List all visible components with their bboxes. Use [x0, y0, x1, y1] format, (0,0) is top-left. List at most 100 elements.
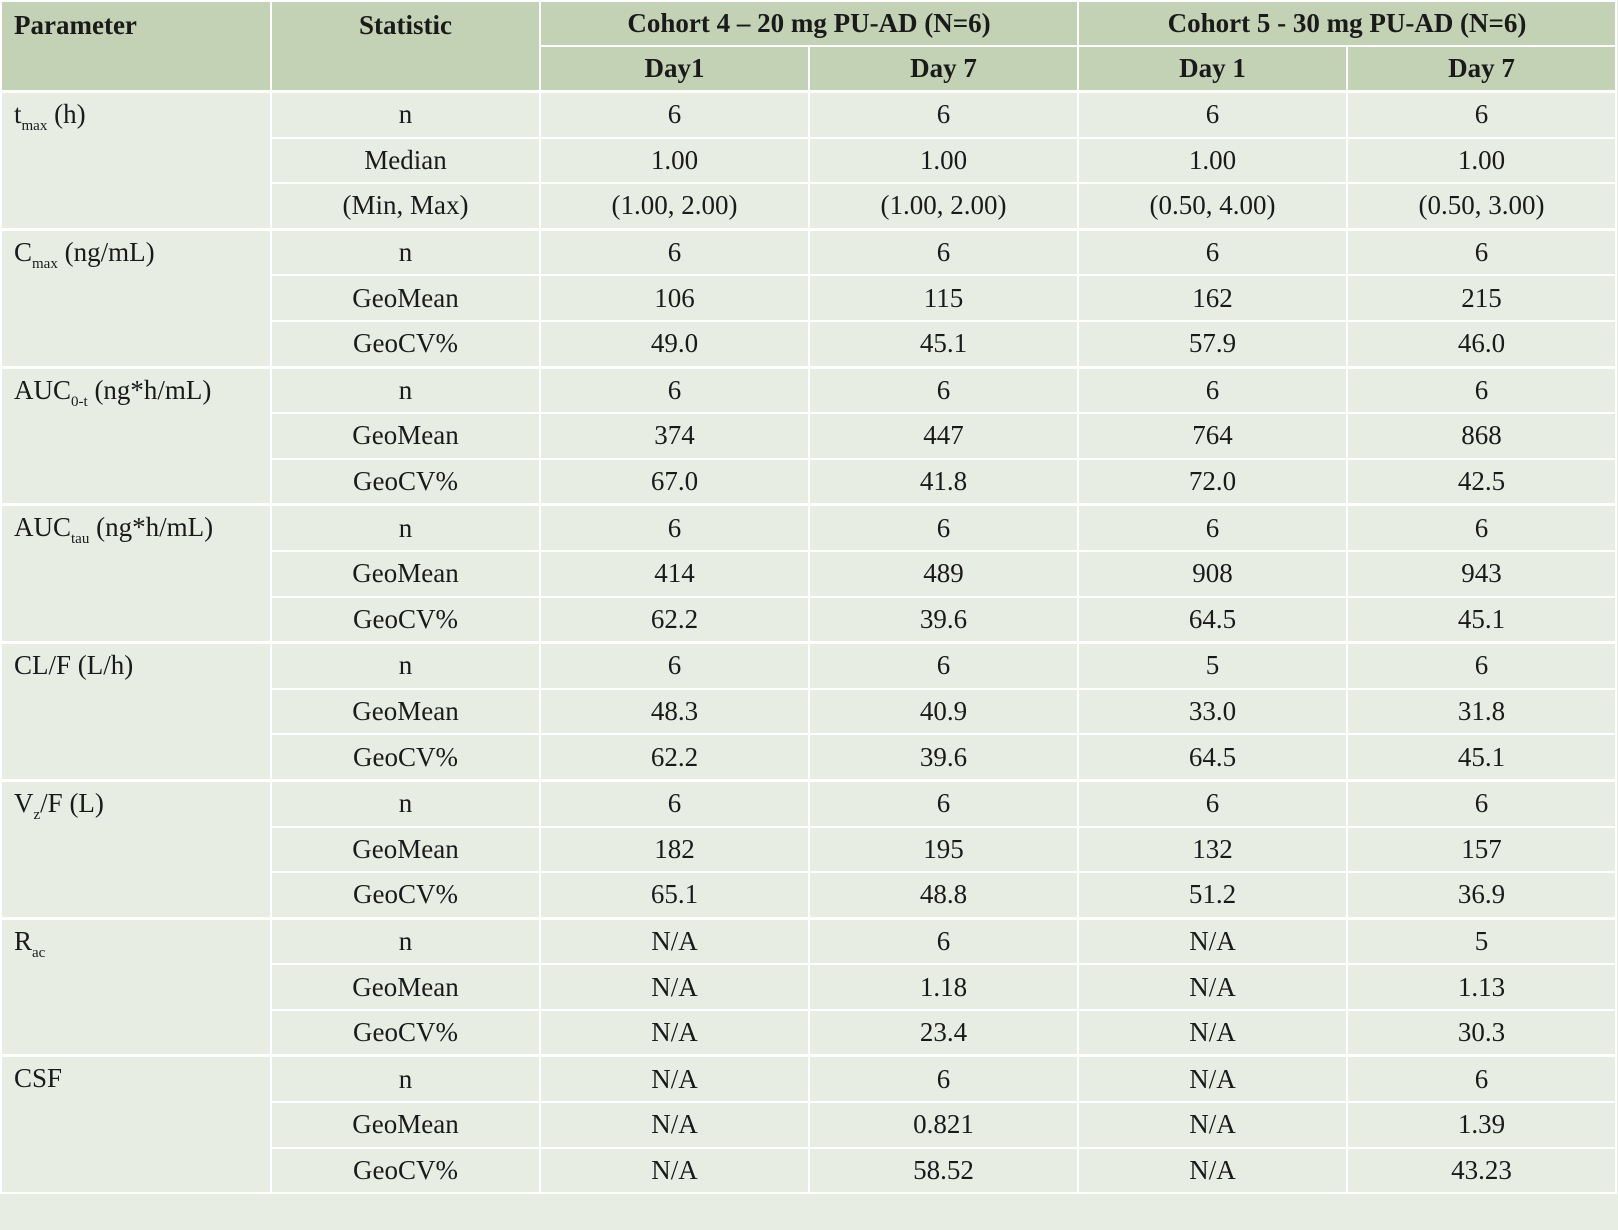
statistic-cell: GeoMean — [270, 687, 541, 736]
value-cell: N/A — [1077, 1008, 1349, 1057]
header-statistic: Statistic — [270, 0, 541, 93]
value-cell: 58.52 — [807, 1146, 1080, 1195]
statistic-cell: n — [270, 778, 541, 828]
value-cell: 6 — [807, 503, 1080, 552]
value-cell: N/A — [539, 1008, 810, 1057]
value-cell: 162 — [1077, 274, 1349, 322]
value-cell: N/A — [1077, 1101, 1349, 1149]
value-cell: 42.5 — [1346, 457, 1618, 506]
value-cell: 43.23 — [1346, 1146, 1618, 1195]
table-row: GeoMean 374 447 764 868 — [1, 412, 1618, 460]
table-row: Vz/F (L) n 6 6 6 6 — [0, 778, 1618, 920]
value-cell: 6 — [1077, 227, 1349, 277]
table-row: CSF n N/A 6 N/A 6 — [0, 1054, 1618, 1195]
pk-parameters-table: Parameter Statistic Cohort 4 – 20 mg PU-… — [0, 0, 1618, 1195]
value-cell: 41.8 — [807, 457, 1080, 506]
value-cell: N/A — [1077, 1146, 1349, 1195]
value-cell: 215 — [1346, 274, 1618, 322]
value-cell: (0.50, 4.00) — [1077, 182, 1349, 231]
value-cell: 908 — [1077, 549, 1349, 598]
value-cell: 72.0 — [1077, 457, 1349, 506]
value-cell: N/A — [1077, 1054, 1349, 1104]
value-cell: N/A — [1077, 916, 1349, 966]
value-cell: 115 — [807, 274, 1080, 322]
parameter-cell: Vz/F (L) — [0, 778, 272, 920]
value-cell: 30.3 — [1346, 1008, 1618, 1057]
parameter-unit: (h) — [47, 99, 86, 129]
value-cell: (1.00, 2.00) — [807, 182, 1080, 231]
statistic-cell: GeoMean — [270, 1101, 541, 1149]
value-cell: 6 — [1346, 365, 1618, 415]
parameter-cell: CSF — [0, 1054, 272, 1195]
value-cell: 57.9 — [1077, 319, 1349, 369]
value-cell: 6 — [539, 503, 810, 552]
header-cohort5: Cohort 5 - 30 mg PU-AD (N=6) — [1077, 0, 1618, 47]
statistic-cell: GeoMean — [270, 963, 541, 1011]
parameter-cell: AUCtau (ng*h/mL) — [0, 503, 272, 644]
table-row: Cmax (ng/mL) n 6 6 6 6 — [0, 227, 1618, 369]
parameter-name: AUC — [14, 374, 72, 405]
statistic-cell: GeoMean — [270, 825, 541, 874]
value-cell: 6 — [1077, 365, 1349, 415]
value-cell: 49.0 — [539, 319, 810, 369]
value-cell: 447 — [807, 412, 1080, 460]
value-cell: 0.821 — [807, 1101, 1080, 1149]
parameter-name: CSF — [14, 1063, 63, 1094]
parameter-name: t — [14, 99, 22, 129]
value-cell: 48.8 — [807, 871, 1080, 920]
value-cell: 62.2 — [539, 733, 810, 782]
value-cell: 6 — [807, 1054, 1080, 1104]
statistic-cell: (Min, Max) — [270, 182, 541, 231]
parameter-cell: AUC0-t (ng*h/mL) — [0, 365, 272, 506]
value-cell: 39.6 — [807, 595, 1080, 644]
table-row: GeoCV% 62.2 39.6 64.5 45.1 — [1, 595, 1618, 644]
parameter-subscript: tau — [71, 531, 90, 548]
parameter-unit: (ng*h/mL) — [87, 374, 212, 405]
parameter-subscript: max — [32, 255, 58, 272]
statistic-cell: GeoMean — [270, 274, 541, 322]
value-cell: 40.9 — [807, 687, 1080, 736]
value-cell: 1.00 — [807, 136, 1080, 185]
value-cell: 67.0 — [539, 457, 810, 506]
parameter-subscript: 0-t — [71, 393, 88, 410]
table-row: Median 1.00 1.00 1.00 1.00 — [1, 136, 1618, 185]
statistic-cell: Median — [270, 136, 541, 185]
value-cell: 1.00 — [1077, 136, 1349, 185]
value-cell: 36.9 — [1346, 871, 1618, 920]
parameter-subscript: ac — [32, 944, 46, 961]
value-cell: 45.1 — [807, 319, 1080, 369]
statistic-cell: n — [270, 641, 541, 690]
header-cohort4-day1: Day1 — [539, 45, 810, 93]
value-cell: 6 — [1346, 641, 1618, 690]
parameter-unit: (ng*h/mL) — [89, 512, 214, 543]
parameter-name: R — [14, 925, 33, 956]
value-cell: 414 — [539, 549, 810, 598]
value-cell: 6 — [807, 916, 1080, 966]
parameter-name: V — [14, 787, 34, 818]
statistic-cell: GeoCV% — [270, 595, 541, 644]
statistic-cell: GeoCV% — [270, 457, 541, 506]
statistic-cell: n — [270, 1054, 541, 1104]
value-cell: 6 — [1346, 503, 1618, 552]
value-cell: 45.1 — [1346, 733, 1618, 782]
value-cell: N/A — [539, 1054, 810, 1104]
statistic-cell: n — [270, 89, 541, 139]
parameter-cell: Rac — [0, 916, 272, 1057]
value-cell: 51.2 — [1077, 871, 1349, 920]
value-cell: 6 — [1346, 89, 1618, 139]
value-cell: 6 — [1346, 1054, 1618, 1104]
value-cell: 6 — [539, 778, 810, 828]
table-row: GeoMean 182 195 132 157 — [1, 825, 1618, 874]
value-cell: 489 — [807, 549, 1080, 598]
value-cell: 182 — [539, 825, 810, 874]
parameter-unit: (ng/mL) — [57, 236, 155, 267]
statistic-cell: GeoCV% — [270, 1146, 541, 1195]
table-row: GeoCV% N/A 23.4 N/A 30.3 — [1, 1008, 1618, 1057]
parameter-name: AUC — [14, 512, 72, 543]
parameter-subscript: z — [33, 806, 41, 823]
value-cell: 62.2 — [539, 595, 810, 644]
value-cell: 6 — [539, 365, 810, 415]
value-cell: 1.00 — [1346, 136, 1618, 185]
value-cell: 6 — [1077, 503, 1349, 552]
parameter-cell: Cmax (ng/mL) — [0, 227, 272, 369]
